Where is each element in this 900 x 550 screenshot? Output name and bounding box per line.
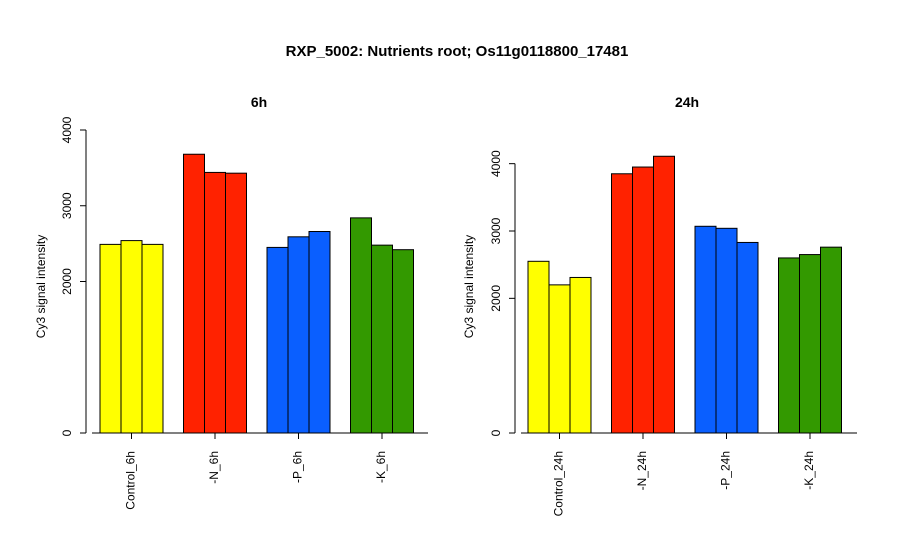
panel-24h: 24h 0 2000 3000 4000 Cy3 signal intensity Cont… [462, 94, 857, 516]
bar--P_6h-3 [308, 231, 331, 434]
bar--P_24h-2 [715, 227, 738, 434]
bar--K_24h-1 [778, 257, 800, 434]
bar-Control_24h-3 [569, 276, 592, 434]
bar--N_24h-1 [611, 173, 633, 434]
bar-Control_6h-1 [99, 243, 122, 434]
y-tick-label: 0 [60, 429, 74, 436]
y-tick-label: 3000 [489, 217, 503, 244]
bar--K_24h-2 [799, 254, 821, 434]
panel-title: 24h [675, 94, 699, 110]
y-tick-label: 4000 [489, 150, 503, 177]
bar--K_6h-2 [371, 244, 393, 434]
bar--P_24h-1 [694, 225, 717, 434]
x-tick-label: -N_24h [635, 451, 649, 490]
y-tick-label: 4000 [60, 116, 74, 143]
bar--K_24h-3 [820, 246, 842, 434]
y-axis-label: Cy3 signal intensity [462, 235, 476, 338]
bar-Control_6h-2 [120, 240, 143, 434]
y-axis-label: Cy3 signal intensity [34, 235, 48, 338]
figure-title: RXP_5002: Nutrients root; Os11g0118800_1… [286, 43, 629, 60]
x-tick-label: -K_24h [802, 451, 816, 490]
bar--N_24h-2 [632, 166, 654, 434]
bar-Control_24h-2 [548, 284, 571, 434]
x-tick-label: Control_6h [124, 451, 138, 510]
bar-Control_24h-1 [527, 260, 550, 434]
bar--K_6h-1 [350, 217, 372, 434]
bar-Control_6h-3 [141, 243, 164, 434]
panel-title: 6h [251, 94, 267, 110]
bar--N_6h-2 [204, 171, 226, 434]
x-tick-label: -K_6h [374, 451, 388, 483]
bar--K_6h-3 [392, 249, 414, 434]
bar--P_6h-1 [266, 246, 289, 434]
bar--N_6h-1 [183, 153, 205, 434]
bar--N_24h-3 [653, 155, 675, 434]
y-tick-label: 2000 [60, 268, 74, 295]
x-tick-label: Control_24h [552, 451, 566, 516]
x-tick-label: -P_24h [719, 451, 733, 490]
x-tick-label: -P_6h [291, 451, 305, 483]
x-tick-label: -N_6h [207, 451, 221, 484]
y-tick-label: 0 [489, 429, 503, 436]
bar--N_6h-3 [225, 172, 247, 434]
y-tick-label: 2000 [489, 285, 503, 312]
panel-6h: 6h 0 2000 3000 4000 Cy3 signal intensity Contr… [34, 94, 428, 510]
bar--P_6h-2 [287, 236, 310, 434]
y-tick-label: 3000 [60, 192, 74, 219]
bar--P_24h-3 [736, 241, 759, 434]
